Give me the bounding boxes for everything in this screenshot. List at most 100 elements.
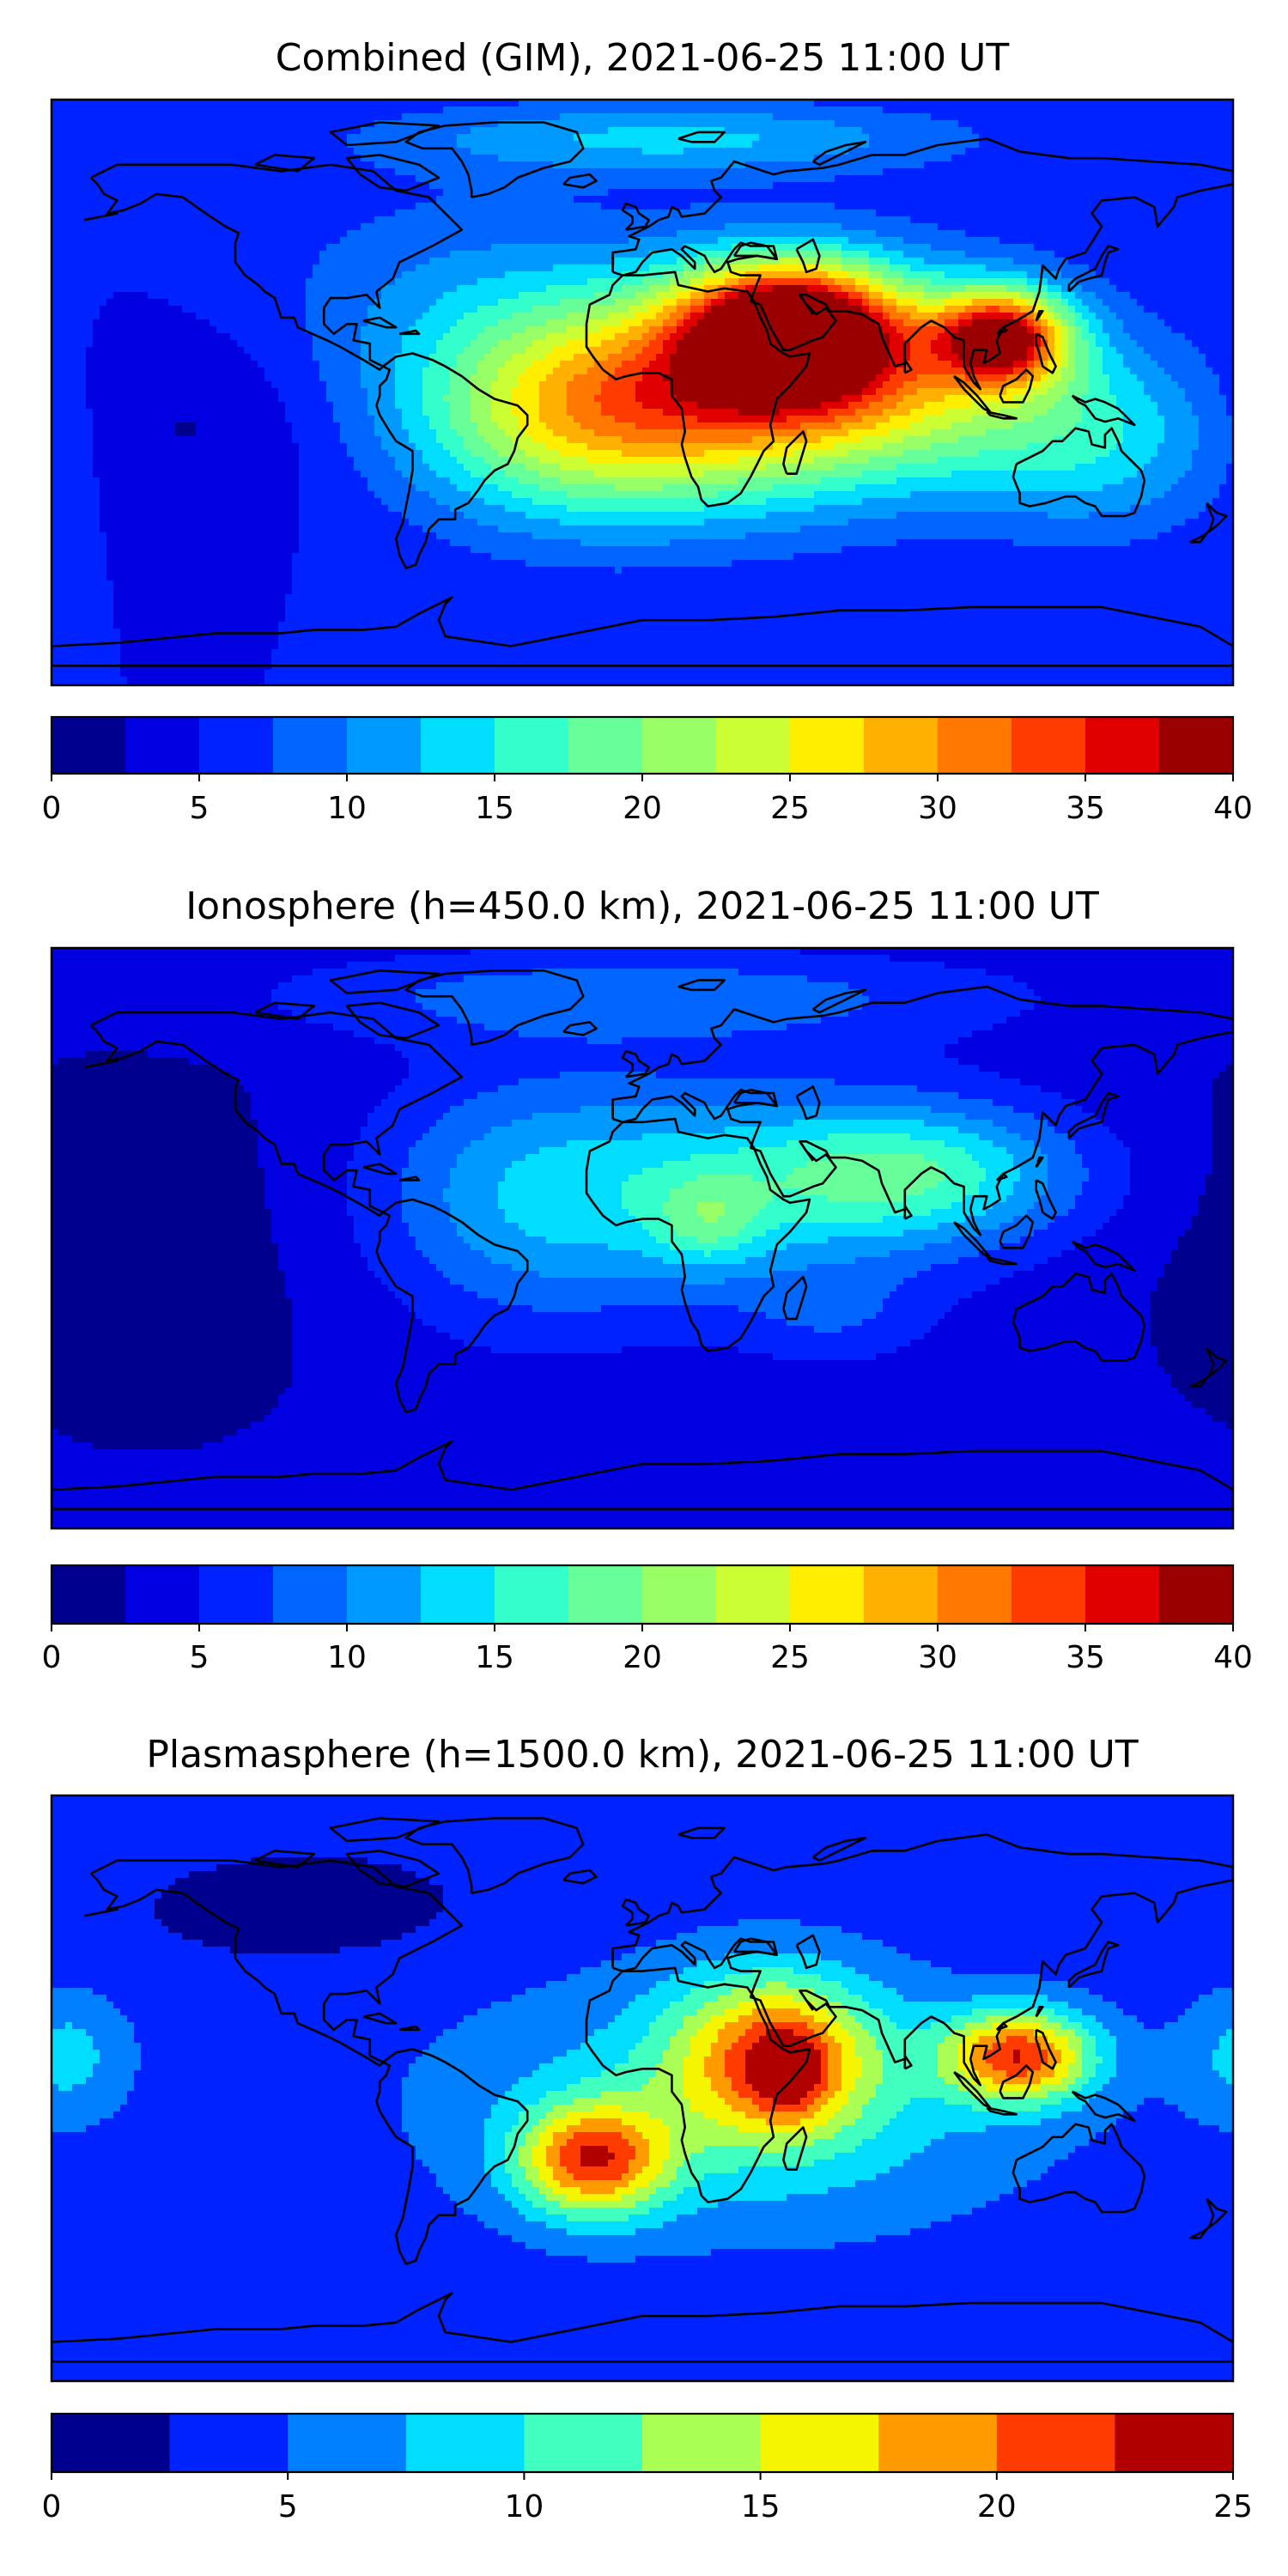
field-cell (58, 120, 66, 128)
field-cell (285, 203, 293, 210)
field-cell (519, 285, 526, 293)
field-cell (1171, 271, 1179, 279)
field-cell (395, 223, 403, 231)
field-cell (168, 223, 176, 231)
field-cell (553, 127, 561, 135)
field-cell (1075, 237, 1083, 245)
field-cell (161, 216, 169, 224)
field-cell (120, 175, 128, 183)
field-cell (780, 278, 787, 286)
field-cell (1219, 292, 1227, 300)
field-cell (656, 100, 664, 107)
field-cell (594, 230, 602, 238)
field-cell (766, 100, 774, 107)
field-cell (1157, 285, 1165, 293)
field-cell (1206, 141, 1213, 149)
field-cell (120, 120, 128, 128)
field-cell (766, 120, 774, 128)
field-cell (876, 292, 884, 300)
field-cell (938, 203, 945, 210)
field-cell (464, 271, 471, 279)
field-cell (313, 141, 320, 149)
field-cell (629, 100, 636, 107)
field-cell (711, 127, 719, 135)
field-cell (230, 196, 238, 204)
field-cell (793, 100, 801, 107)
field-cell (368, 264, 375, 272)
field-cell (1103, 189, 1110, 197)
field-cell (896, 285, 904, 293)
field-cell (450, 285, 458, 293)
field-cell (313, 127, 320, 135)
field-cell (361, 189, 368, 197)
field-cell (1109, 230, 1117, 238)
field-cell (622, 216, 629, 224)
field-cell (388, 134, 396, 142)
field-cell (821, 113, 829, 121)
field-cell (876, 189, 884, 197)
field-cell (258, 278, 265, 286)
field-cell (1054, 278, 1062, 286)
field-cell (498, 100, 506, 107)
field-cell (86, 271, 94, 279)
field-cell (670, 251, 677, 258)
field-cell (999, 251, 1007, 258)
field-cell (141, 230, 149, 238)
field-cell (979, 189, 987, 197)
field-cell (1144, 168, 1151, 176)
field-cell (175, 100, 183, 107)
field-cell (924, 182, 932, 190)
field-cell (285, 106, 293, 114)
field-cell (615, 141, 623, 149)
field-cell (100, 141, 107, 149)
field-cell (787, 264, 794, 272)
field-cell (958, 216, 966, 224)
field-cell (821, 141, 829, 149)
field-cell (670, 127, 677, 135)
field-cell (155, 168, 162, 176)
field-cell (100, 175, 107, 183)
field-cell (1178, 258, 1186, 265)
field-cell (264, 285, 272, 293)
field-cell (732, 134, 739, 142)
field-cell (1096, 182, 1103, 190)
field-cell (993, 100, 1000, 107)
field-cell (862, 210, 870, 217)
field-cell (1020, 113, 1028, 121)
field-cell (910, 196, 918, 204)
field-cell (752, 113, 760, 121)
field-cell (773, 141, 781, 149)
field-cell (1171, 189, 1179, 197)
field-cell (560, 182, 568, 190)
field-cell (787, 100, 794, 107)
field-cell (732, 155, 739, 162)
field-cell (79, 292, 87, 300)
field-cell (883, 127, 890, 135)
field-cell (1020, 244, 1028, 252)
field-cell (560, 120, 568, 128)
field-cell (821, 100, 829, 107)
field-cell (519, 271, 526, 279)
field-cell (368, 127, 375, 135)
field-cell (999, 127, 1007, 135)
field-cell (993, 292, 1000, 300)
field-cell (560, 203, 568, 210)
field-cell (58, 189, 66, 197)
field-cell (244, 244, 252, 252)
field-cell (766, 237, 774, 245)
field-cell (65, 196, 73, 204)
field-cell (1123, 182, 1131, 190)
field-cell (477, 106, 485, 114)
field-cell (1061, 100, 1069, 107)
field-cell (168, 100, 176, 107)
field-cell (498, 189, 506, 197)
field-cell (1082, 141, 1090, 149)
field-cell (876, 175, 884, 183)
field-cell (457, 100, 465, 107)
field-cell (258, 237, 265, 245)
field-cell (244, 120, 252, 128)
field-cell (1103, 278, 1110, 286)
field-cell (416, 196, 423, 204)
field-cell (938, 106, 945, 114)
field-cell (1013, 141, 1021, 149)
